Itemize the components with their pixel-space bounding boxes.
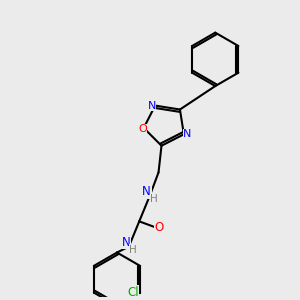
Text: N: N [142, 185, 151, 198]
Text: H: H [129, 244, 137, 255]
Text: O: O [138, 124, 147, 134]
Text: N: N [183, 129, 192, 139]
Text: Cl: Cl [127, 286, 139, 299]
Text: O: O [154, 220, 164, 234]
Text: N: N [147, 100, 156, 111]
Text: N: N [122, 236, 130, 249]
Text: H: H [150, 194, 158, 204]
